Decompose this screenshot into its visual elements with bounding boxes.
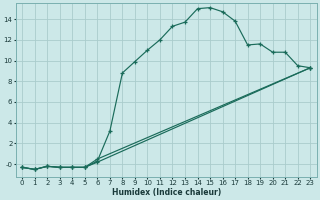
- X-axis label: Humidex (Indice chaleur): Humidex (Indice chaleur): [112, 188, 221, 197]
